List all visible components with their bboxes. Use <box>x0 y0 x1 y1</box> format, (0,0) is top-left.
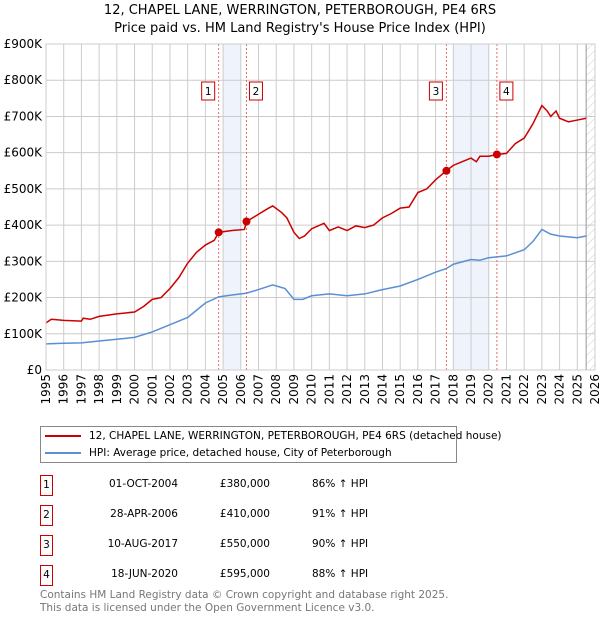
sale-date: 01-OCT-2004 <box>109 478 178 490</box>
y-tick-label: £700K <box>4 109 44 123</box>
x-tick-label: 1997 <box>74 374 88 405</box>
sale-label-number: 4 <box>503 86 510 98</box>
x-tick-label: 2025 <box>570 374 584 405</box>
plot-border <box>45 43 596 371</box>
x-tick-label: 2014 <box>375 374 389 405</box>
x-tick-label: 2002 <box>163 374 177 405</box>
sale-number: 4 <box>40 565 53 586</box>
footer: Contains HM Land Registry data © Crown c… <box>40 589 448 615</box>
legend-property-swatch <box>45 435 81 437</box>
x-tick-label: 2021 <box>499 374 513 405</box>
y-tick-label: £400K <box>4 218 44 232</box>
chart-title: 12, CHAPEL LANE, WERRINGTON, PETERBOROUG… <box>103 3 497 18</box>
legend: 12, CHAPEL LANE, WERRINGTON, PETERBOROUG… <box>40 426 502 463</box>
x-tick-label: 2022 <box>517 374 531 405</box>
sale-label-box <box>428 81 443 101</box>
sale-price: £380,000 <box>219 478 270 490</box>
hpi-line <box>45 228 587 345</box>
sale-label-number: 2 <box>253 86 260 98</box>
sale-point <box>442 166 451 175</box>
footer-copyright: Contains HM Land Registry data © Crown c… <box>40 589 449 601</box>
x-tick-label: 2000 <box>128 374 142 405</box>
x-tick-label: 2026 <box>588 374 600 405</box>
y-tick-label: £0 <box>27 363 42 377</box>
x-tick-label: 2010 <box>305 374 319 405</box>
sale-date: 18-JUN-2020 <box>111 568 178 580</box>
sale-date: 10-AUG-2017 <box>107 538 178 550</box>
sale-row: 1 01-OCT-2004 £380,000 86% ↑ HPI <box>40 475 460 497</box>
x-tick-label: 2004 <box>198 374 212 405</box>
sale-price: £410,000 <box>219 508 270 520</box>
sale-price: £550,000 <box>219 538 270 550</box>
x-tick-label: 2011 <box>322 374 336 405</box>
x-tick-label: 2024 <box>553 374 567 405</box>
x-tick-label: 1998 <box>92 374 106 405</box>
x-tick-label: 2003 <box>181 374 195 405</box>
sale-hpi-diff: 86% ↑ HPI <box>312 478 369 490</box>
x-tick-label: 2023 <box>535 374 549 405</box>
x-tick-label: 2015 <box>393 374 407 405</box>
sale-point <box>492 150 501 159</box>
y-tick-label: £300K <box>4 254 44 268</box>
x-tick-label: 2012 <box>340 374 354 405</box>
x-tick-label: 2013 <box>358 374 372 405</box>
sale-number: 2 <box>40 505 53 526</box>
x-tick-label: 1995 <box>39 374 53 405</box>
sale-hpi-diff: 88% ↑ HPI <box>312 568 369 580</box>
x-tick-label: 2005 <box>216 374 230 405</box>
chart-subtitle: Price paid vs. HM Land Registry's House … <box>114 21 486 36</box>
x-tick-label: 2020 <box>482 374 496 405</box>
sale-label-box <box>248 81 263 101</box>
x-tick-label: 1996 <box>57 374 71 405</box>
shaded-range <box>223 44 241 370</box>
x-tick-label: 2001 <box>145 374 159 405</box>
sale-price: £595,000 <box>219 568 270 580</box>
sale-hpi-diff: 91% ↑ HPI <box>312 508 369 520</box>
x-tick-label: 2019 <box>464 374 478 405</box>
x-tick-label: 2007 <box>252 374 266 405</box>
x-tick-label: 2009 <box>287 374 301 405</box>
sale-number: 3 <box>40 535 53 556</box>
sale-label-box <box>499 81 514 101</box>
sale-label-box <box>201 81 216 101</box>
y-tick-label: £900K <box>4 37 44 51</box>
sale-label-number: 3 <box>433 86 440 98</box>
y-tick-label: £600K <box>4 146 44 160</box>
legend-hpi-swatch <box>45 452 81 454</box>
sale-number: 1 <box>40 475 53 496</box>
x-tick-label: 1999 <box>110 374 124 405</box>
x-tick-label: 2017 <box>429 374 443 405</box>
price-chart: £0 £100K £200K £300K £400K £500K £600K £700K £80… <box>4 37 600 405</box>
sale-point <box>214 228 223 237</box>
sale-label-number: 1 <box>205 86 212 98</box>
y-tick-label: £100K <box>4 327 44 341</box>
legend-property-label: 12, CHAPEL LANE, WERRINGTON, PETERBOROUG… <box>89 430 502 442</box>
sale-hpi-diff: 90% ↑ HPI <box>312 538 369 550</box>
sale-point <box>242 217 251 226</box>
sale-date: 28-APR-2006 <box>110 508 178 520</box>
sale-row: 2 28-APR-2006 £410,000 91% ↑ HPI <box>40 505 460 527</box>
legend-hpi-label: HPI: Average price, detached house, City… <box>89 447 392 459</box>
y-tick-label: £200K <box>4 291 44 305</box>
sale-row: 4 18-JUN-2020 £595,000 88% ↑ HPI <box>40 565 460 587</box>
forecast-hatch <box>586 44 595 370</box>
x-tick-label: 2008 <box>269 374 283 405</box>
sale-row: 3 10-AUG-2017 £550,000 90% ↑ HPI <box>40 535 460 557</box>
y-tick-label: £500K <box>4 182 44 196</box>
x-tick-label: 2016 <box>411 374 425 405</box>
x-tick-label: 2006 <box>234 374 248 405</box>
footer-licence: This data is licensed under the Open Gov… <box>40 602 375 614</box>
y-tick-label: £800K <box>4 73 44 87</box>
x-tick-label: 2018 <box>446 374 460 405</box>
property-price-line <box>45 104 587 324</box>
